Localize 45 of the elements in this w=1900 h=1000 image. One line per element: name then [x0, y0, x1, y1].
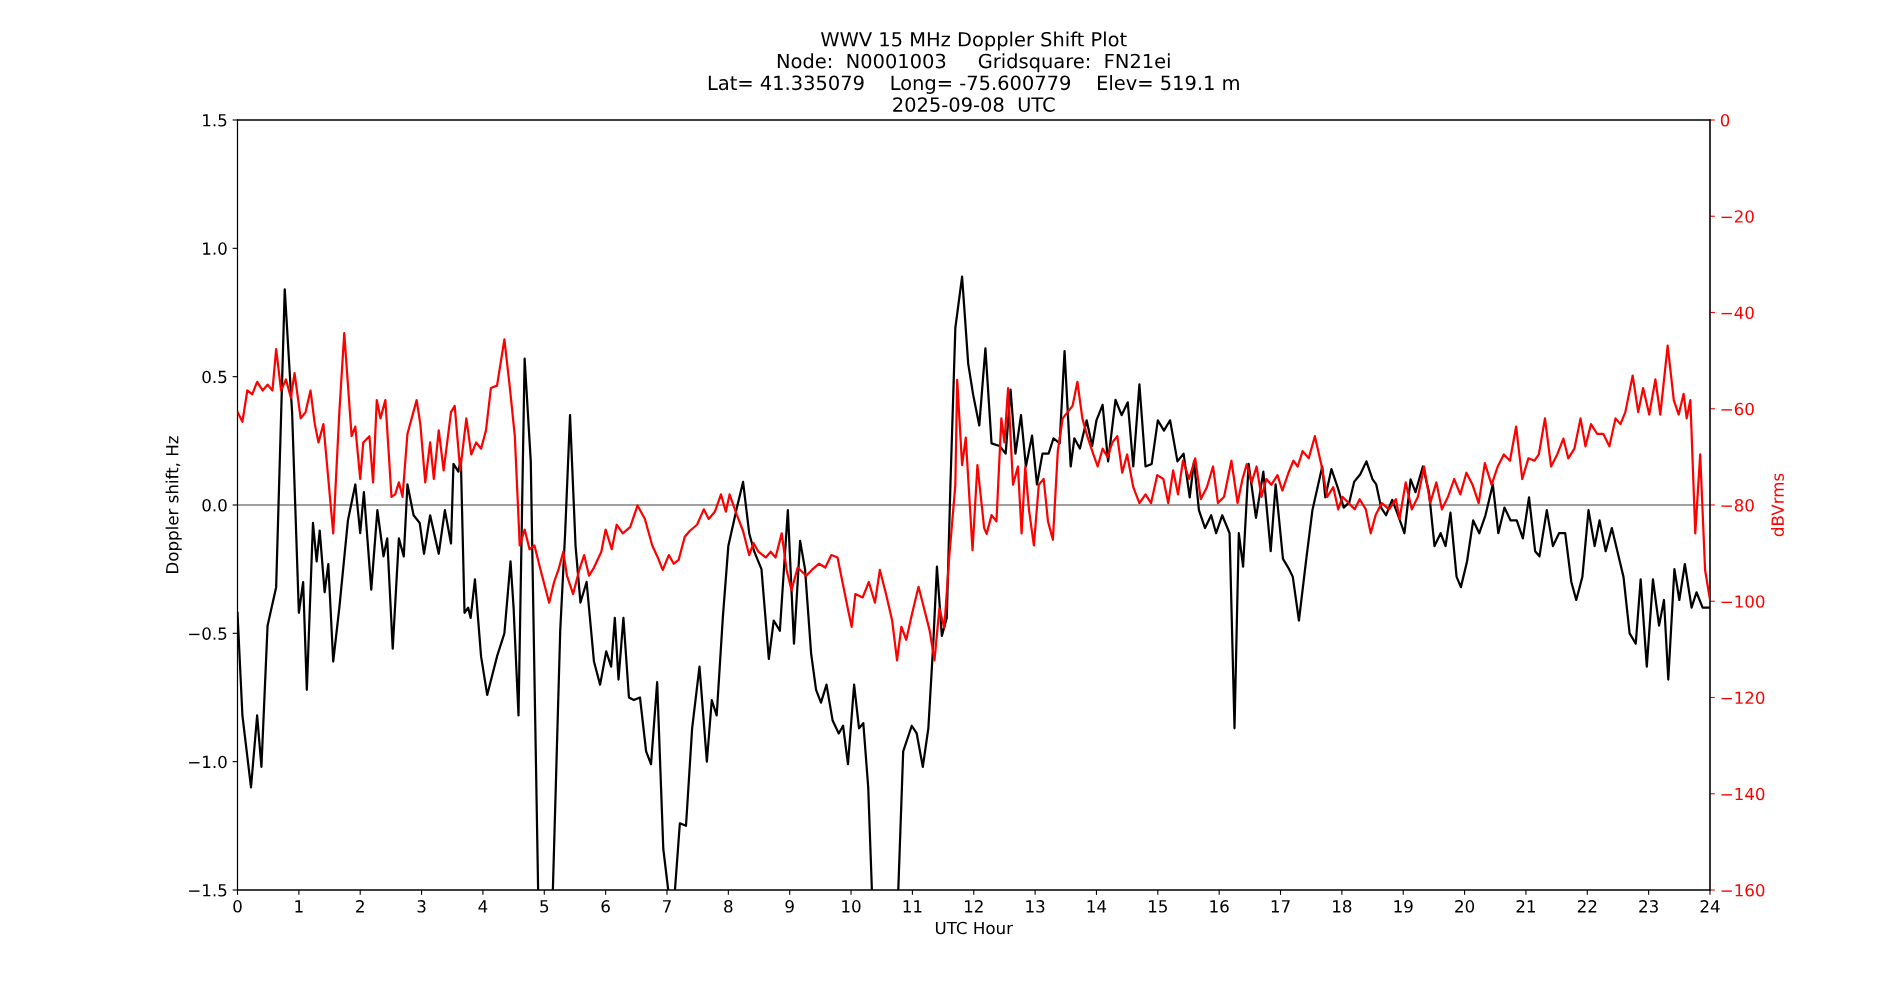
y2-tick-label: −140: [1721, 787, 1765, 801]
y2-tick-label: −160: [1721, 883, 1765, 897]
x-tick-label: 20: [1455, 900, 1475, 913]
y2-tick-label: −60: [1721, 402, 1754, 416]
x-tick-label: 5: [540, 900, 549, 913]
y-tick-label: −1.0: [189, 755, 227, 769]
x-tick-label: 24: [1700, 900, 1720, 913]
x-tick-label: 7: [663, 900, 671, 913]
x-tick-label: 19: [1394, 900, 1413, 913]
y-tick-label: 1.5: [203, 114, 227, 127]
x-tick-label: 12: [964, 900, 983, 913]
y2-tick-label: −100: [1721, 595, 1765, 608]
y-tick-label: 1.0: [203, 242, 227, 255]
y2-tick-label: −20: [1721, 210, 1754, 223]
y2-tick-label: 0: [1720, 113, 1730, 127]
y-tick-label: −1.5: [189, 884, 227, 897]
x-axis-title: UTC Hour: [935, 921, 1013, 935]
x-tick-label: 23: [1639, 900, 1658, 913]
y2-tick-label: −40: [1721, 306, 1754, 320]
y-tick-label: −0.5: [189, 627, 227, 640]
x-tick-label: 8: [724, 900, 733, 913]
y2-axis-title: dBVrms: [1771, 473, 1784, 537]
x-tick-label: 11: [903, 900, 922, 913]
y2-tick-label: −120: [1721, 691, 1765, 705]
chart-title: WWV 15 MHz Doppler Shift Plot Node: N0001003 Gridsquare: FN21ei Lat= 41.335079 Long= -75.600779 Elev= 519.1 m 2025-09-08 UTC: [708, 31, 1239, 112]
x-tick-label: 13: [1026, 900, 1045, 913]
x-tick-label: 15: [1149, 900, 1167, 913]
x-tick-label: 2: [356, 900, 364, 913]
y-tick-label: 0.5: [202, 370, 227, 384]
x-tick-label: 0: [233, 900, 242, 913]
x-tick-label: 14: [1087, 900, 1107, 913]
x-tick-label: 10: [842, 900, 861, 913]
x-tick-label: 21: [1516, 900, 1535, 913]
x-tick-label: 18: [1333, 900, 1352, 913]
x-tick-label: 22: [1577, 900, 1597, 913]
x-tick-label: 6: [601, 900, 610, 913]
x-tick-label: 17: [1271, 900, 1290, 913]
y-axis-title: Doppler shift, Hz: [165, 436, 182, 573]
x-tick-label: 4: [478, 900, 488, 913]
x-tick-label: 3: [417, 900, 426, 913]
x-tick-label: 1: [295, 900, 303, 913]
x-tick-label: 9: [785, 900, 794, 913]
y-tick-label: 0.0: [202, 498, 227, 512]
x-tick-label: 16: [1210, 900, 1229, 913]
y2-tick-label: −80: [1721, 498, 1754, 512]
